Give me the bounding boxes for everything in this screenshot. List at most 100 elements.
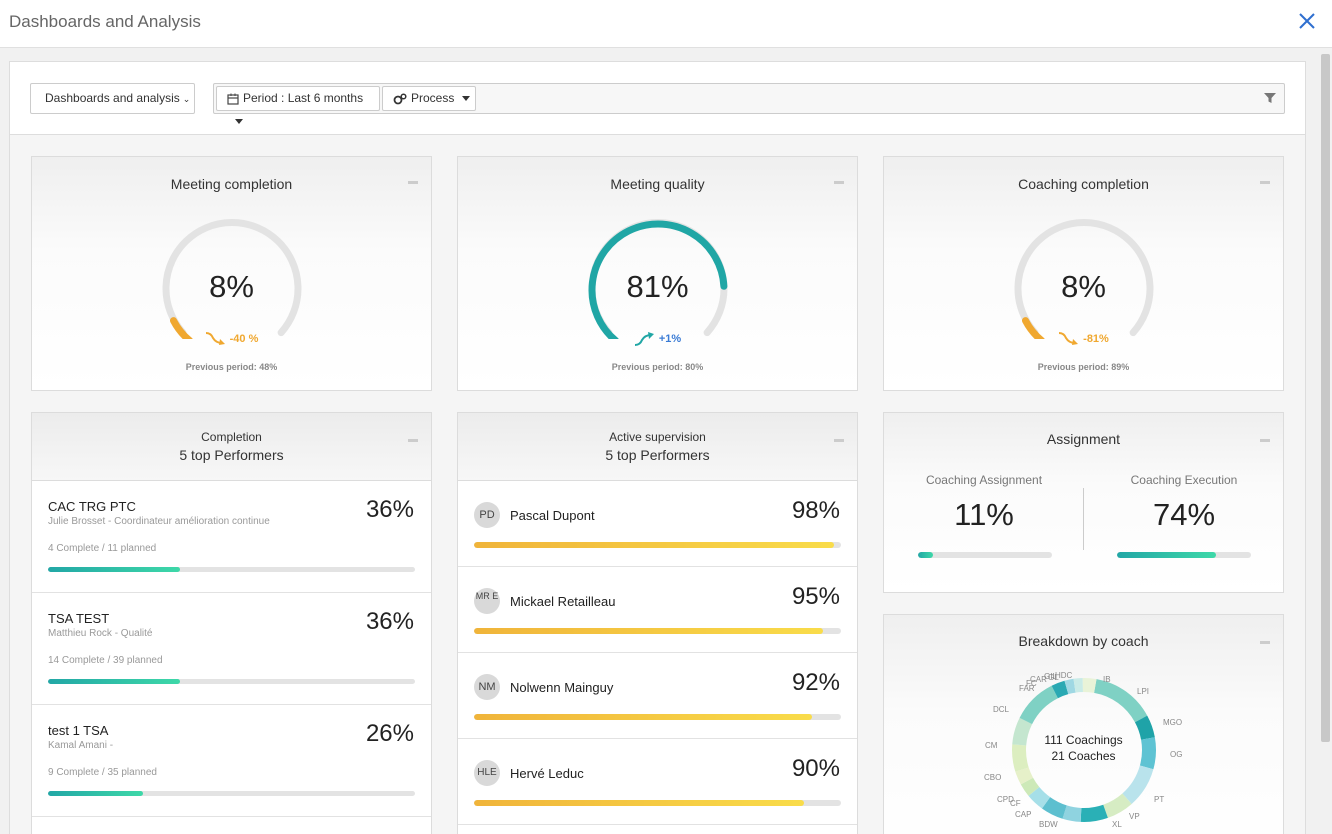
- list-item[interactable]: MR E Mickael Retailleau 95%: [458, 567, 857, 653]
- list-item[interactable]: NM Nolwenn Mainguy 92%: [458, 653, 857, 739]
- process-filter-button[interactable]: Process: [382, 86, 476, 111]
- item-subtitle: Matthieu Rock - Qualité: [48, 628, 153, 639]
- donut-label: HDC: [1055, 671, 1073, 680]
- progress-fill: [48, 679, 181, 684]
- donut-label: GL: [1048, 673, 1059, 682]
- card-header: Completion 5 top Performers: [32, 413, 431, 481]
- window-header: Dashboards and Analysis: [0, 0, 1332, 48]
- view-selector-label: Dashboards and analysis: [45, 91, 180, 105]
- gauge-chart: [588, 219, 728, 339]
- metric-value: 74%: [1152, 497, 1216, 532]
- donut-label: OG: [1170, 750, 1183, 759]
- gauge-fill: [1022, 317, 1045, 339]
- minimize-icon[interactable]: [408, 181, 418, 184]
- card-title: Breakdown by coach: [1018, 633, 1149, 649]
- donut-segment[interactable]: [1093, 679, 1148, 723]
- card-subtitle: 5 top Performers: [179, 447, 284, 463]
- donut-segments: [1012, 678, 1156, 822]
- filter-funnel-icon[interactable]: [1264, 92, 1276, 104]
- list-item[interactable]: TSA TEST Matthieu Rock - Qualité 14 Comp…: [32, 593, 431, 705]
- completion-top-performers-card: Completion 5 top Performers CAC TRG PTC …: [31, 412, 432, 834]
- donut-label: FC: [1026, 679, 1037, 688]
- caret-down-icon: [235, 119, 243, 125]
- view-selector-dropdown[interactable]: Dashboards and analysis ⌄: [30, 83, 195, 114]
- close-icon[interactable]: [1296, 10, 1318, 32]
- donut-segment[interactable]: [1102, 793, 1132, 818]
- assignment-card: Assignment Coaching Assignment 11% Coach…: [883, 412, 1284, 593]
- avatar: NM: [474, 674, 500, 700]
- gauge-chart: [1014, 219, 1154, 339]
- card-subtitle: 5 top Performers: [605, 447, 710, 463]
- donut-chart: [1012, 678, 1156, 822]
- gauge-fill: [170, 317, 193, 339]
- donut-segment[interactable]: [1012, 717, 1033, 746]
- donut-segment[interactable]: [1012, 744, 1029, 772]
- window-title: Dashboards and Analysis: [9, 12, 201, 31]
- donut-segment[interactable]: [1122, 765, 1154, 804]
- donut-segment[interactable]: [1073, 678, 1084, 693]
- person-name: Mickael Retailleau: [510, 594, 616, 609]
- progress-fill: [474, 714, 812, 720]
- minimize-icon[interactable]: [1260, 439, 1270, 442]
- kpi-title: Meeting completion: [170, 176, 293, 192]
- donut-label: CF: [1010, 799, 1021, 808]
- list-item[interactable]: test 1 TSA Kamal Amani - 9 Complete / 35…: [32, 705, 431, 817]
- donut-label: FAR: [1019, 684, 1035, 693]
- avatar: HLE: [474, 760, 500, 786]
- minimize-icon[interactable]: [1260, 641, 1270, 644]
- progress-bar: [474, 800, 841, 806]
- donut-segment[interactable]: [1041, 796, 1067, 819]
- person-name: Pascal Dupont: [510, 508, 595, 523]
- scrollbar[interactable]: [1321, 54, 1330, 742]
- progress-bar: [48, 679, 415, 684]
- donut-segment[interactable]: [1064, 678, 1076, 695]
- donut-segment[interactable]: [1134, 715, 1155, 740]
- kpi-card-coaching-completion: Coaching completion 8% -81% Previous per…: [883, 156, 1284, 391]
- list-item[interactable]: HLE Hervé Leduc 90%: [458, 739, 857, 825]
- donut-label: PT: [1154, 795, 1165, 804]
- item-percent: 95%: [791, 583, 840, 610]
- period-filter-label: Period : Last 6 months: [243, 91, 364, 105]
- donut-segment[interactable]: [1082, 678, 1097, 693]
- filter-group: Period : Last 6 months Process: [213, 83, 1285, 125]
- kpi-previous: Previous period: 80%: [611, 362, 704, 372]
- calendar-icon: [227, 93, 239, 105]
- trend-up-icon: [634, 332, 654, 346]
- kpi-card-meeting-quality: Meeting quality 81% +1% Previous period:…: [457, 156, 858, 391]
- gauge-chart: [162, 219, 302, 339]
- donut-segment[interactable]: [1015, 767, 1034, 785]
- kpi-value: 8%: [209, 269, 254, 304]
- kpi-trend-value: +1%: [658, 332, 682, 345]
- donut-label: DCL: [993, 705, 1010, 714]
- donut-segment[interactable]: [1019, 685, 1059, 725]
- minimize-icon[interactable]: [1260, 181, 1270, 184]
- card-title: Completion: [201, 430, 262, 444]
- minimize-icon[interactable]: [408, 439, 418, 442]
- donut-segment[interactable]: [1139, 737, 1156, 770]
- minimize-icon[interactable]: [834, 181, 844, 184]
- coaching-execution-metric: Coaching Execution 74%: [1084, 473, 1284, 533]
- person-name: Nolwenn Mainguy: [510, 680, 614, 695]
- kpi-value: 8%: [1061, 269, 1106, 304]
- item-subtitle: Julie Brosset - Coordinateur amélioratio…: [48, 516, 270, 527]
- period-filter-button[interactable]: Period : Last 6 months: [216, 86, 380, 125]
- kpi-previous: Previous period: 48%: [185, 362, 278, 372]
- progress-bar: [918, 552, 1052, 558]
- donut-segment[interactable]: [1080, 804, 1108, 822]
- donut-label: CM: [985, 741, 998, 750]
- donut-segment[interactable]: [1020, 777, 1040, 796]
- item-percent: 36%: [365, 496, 414, 523]
- avatar: PD: [474, 502, 500, 528]
- item-meta: 9 Complete / 35 planned: [48, 767, 157, 778]
- process-filter-label: Process: [411, 91, 455, 105]
- item-meta: 4 Complete / 11 planned: [48, 543, 157, 554]
- list-item[interactable]: PD Pascal Dupont 98%: [458, 481, 857, 567]
- donut-segment[interactable]: [1062, 805, 1082, 822]
- trend-down-icon: [1059, 332, 1079, 345]
- list-item[interactable]: CAC TRG PTC Julie Brosset - Coordinateur…: [32, 481, 431, 593]
- kpi-trend: +1%: [458, 331, 857, 347]
- minimize-icon[interactable]: [834, 439, 844, 442]
- donut-segment[interactable]: [1051, 680, 1069, 699]
- donut-segment[interactable]: [1028, 786, 1051, 809]
- caret-down-icon: [462, 96, 471, 102]
